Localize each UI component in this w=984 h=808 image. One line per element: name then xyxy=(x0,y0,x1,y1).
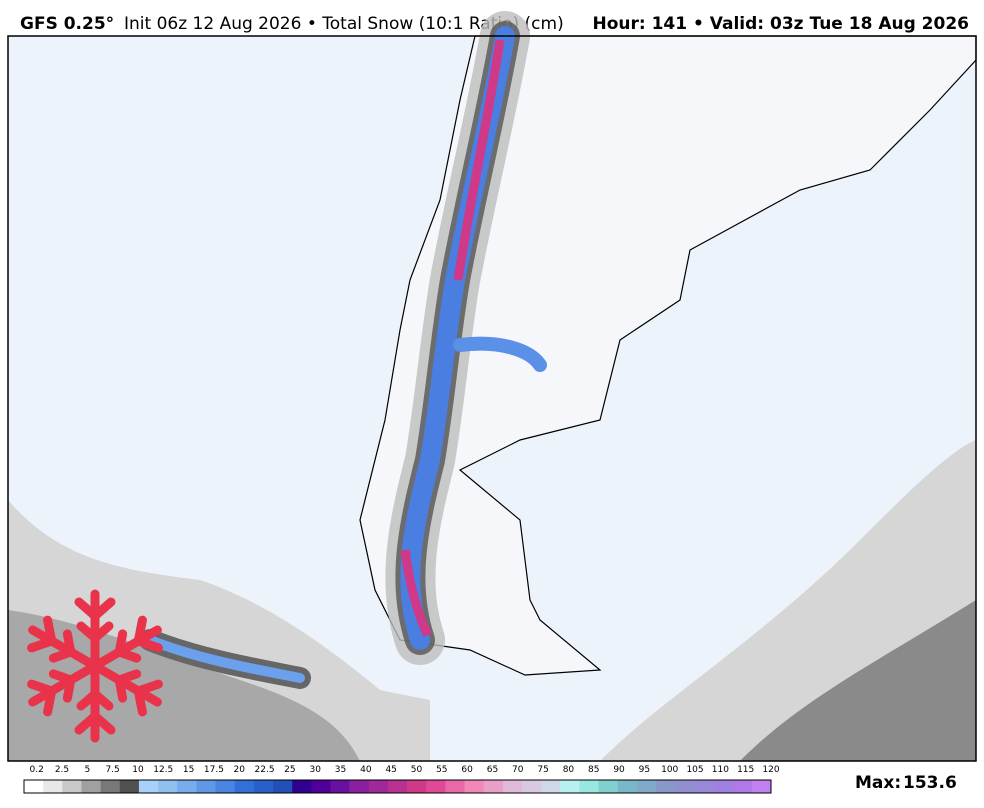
colorbar-cell xyxy=(579,780,599,793)
colorbar-cell xyxy=(407,780,427,793)
colorbar-label: 17.5 xyxy=(204,765,224,775)
colorbar-label: 75 xyxy=(537,765,548,775)
max-label: Max: xyxy=(855,773,901,793)
colorbar-label: 90 xyxy=(613,765,625,775)
colorbar-cell xyxy=(215,780,235,793)
colorbar-cell xyxy=(43,780,63,793)
colorbar-label: 110 xyxy=(712,765,729,775)
colorbar-cell xyxy=(560,780,580,793)
colorbar-cell xyxy=(464,780,484,793)
colorbar-label: 10 xyxy=(132,765,144,775)
colorbar-label: 25 xyxy=(284,765,295,775)
logo xyxy=(27,589,163,743)
colorbar-label: 105 xyxy=(686,765,703,775)
colorbar-cell xyxy=(100,780,121,793)
colorbar-cell xyxy=(62,780,82,793)
colorbar-cell xyxy=(713,780,733,793)
colorbar-label: 120 xyxy=(762,765,779,775)
land xyxy=(359,35,977,676)
colorbar-label: 40 xyxy=(360,765,372,775)
colorbar-cell xyxy=(138,780,159,793)
colorbar-cell xyxy=(636,780,657,793)
colorbar-cell xyxy=(292,780,312,793)
colorbar-cell xyxy=(196,780,216,793)
colorbar-label: 65 xyxy=(487,765,498,775)
colorbar-cell xyxy=(617,780,638,793)
colorbar-label: 7.5 xyxy=(105,765,119,775)
colorbar-label: 60 xyxy=(461,765,473,775)
colorbar-label: 35 xyxy=(335,765,346,775)
colorbar-cell xyxy=(253,780,274,793)
colorbar-label: 45 xyxy=(385,765,396,775)
colorbar-cell xyxy=(387,780,408,793)
colorbar-label: 50 xyxy=(411,765,423,775)
colorbar-label: 12.5 xyxy=(153,765,173,775)
colorbar-label: 55 xyxy=(436,765,447,775)
map-frame xyxy=(7,35,977,762)
colorbar-cell xyxy=(119,780,140,793)
valid-title: Hour: 141 • Valid: 03z Tue 18 Aug 2026 xyxy=(592,14,969,34)
colorbar-cell xyxy=(502,780,523,793)
map xyxy=(7,11,977,762)
colorbar-frame xyxy=(23,779,772,794)
colorbar: 0.2 2.5 5 7.5 10 12.5 15 17.5 20 22.5 25 30 35 40 45 50… xyxy=(23,765,780,794)
colorbar-label: 70 xyxy=(512,765,524,775)
colorbar-cell xyxy=(311,780,331,793)
colorbar-cell xyxy=(330,780,350,793)
snow-band xyxy=(145,635,305,683)
max-value: 153.6 xyxy=(903,773,957,793)
colorbar-cell xyxy=(158,780,178,793)
snow-band xyxy=(400,39,505,638)
colorbar-cell xyxy=(24,780,44,793)
colorbar-cell xyxy=(598,780,619,793)
colorbar-cell xyxy=(349,780,370,793)
colorbar-cell xyxy=(426,780,446,793)
colorbar-cell xyxy=(368,780,389,793)
colorbar-cell xyxy=(273,780,293,793)
colorbar-cell xyxy=(541,780,561,793)
colorbar-label: 30 xyxy=(309,765,321,775)
colorbar-cell xyxy=(751,780,772,793)
colorbar-cell xyxy=(656,780,676,793)
colorbar-label: 0.2 xyxy=(29,765,43,775)
init-title: Init 06z 12 Aug 2026 • Total Snow (10:1 … xyxy=(124,14,564,34)
snow-area xyxy=(740,600,976,761)
colorbar-label: 2.5 xyxy=(55,765,69,775)
colorbar-cell xyxy=(234,780,255,793)
colorbar-label: 5 xyxy=(84,765,90,775)
colorbar-label: 22.5 xyxy=(255,765,275,775)
colorbar-cell xyxy=(81,780,101,793)
colorbar-label: 85 xyxy=(588,765,599,775)
colorbar-label: 95 xyxy=(639,765,650,775)
snow-band xyxy=(453,336,547,372)
colorbar-label: 115 xyxy=(737,765,754,775)
model-title: GFS 0.25° xyxy=(20,14,114,34)
colorbar-label: 15 xyxy=(183,765,194,775)
colorbar-cell xyxy=(732,780,753,793)
colorbar-cell xyxy=(675,780,695,793)
colorbar-label: 20 xyxy=(234,765,246,775)
colorbar-cell xyxy=(522,780,542,793)
colorbar-label: 100 xyxy=(661,765,678,775)
colorbar-cell xyxy=(445,780,465,793)
colorbar-cell xyxy=(177,780,197,793)
colorbar-cell xyxy=(483,780,504,793)
colorbar-cell xyxy=(694,780,714,793)
colorbar-label: 80 xyxy=(563,765,575,775)
